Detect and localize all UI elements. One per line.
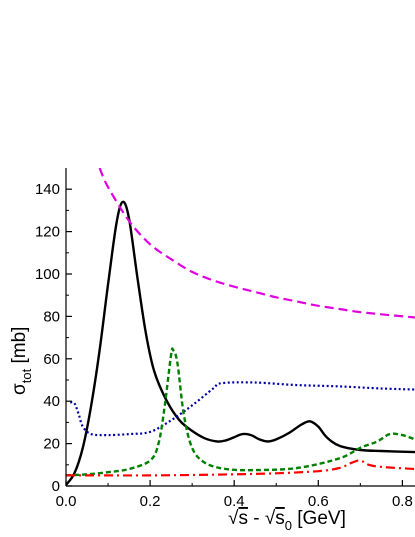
y-axis-title: σtot [mb]: [9, 327, 34, 395]
x-title-var: s: [275, 508, 285, 529]
y-title-unit: [mb]: [9, 327, 30, 369]
x-title-minus: -: [248, 508, 265, 529]
y-tick-label: 100: [35, 266, 60, 283]
x-tick-label: 0.8: [392, 493, 413, 510]
series-line-4-short-dash: [66, 347, 415, 477]
x-tick-label: 0.0: [56, 493, 77, 510]
y-tick-label: 0: [52, 478, 60, 495]
y-tick-label: 20: [43, 436, 60, 453]
series-line-2-dashed: [98, 168, 415, 319]
y-tick-label: 140: [35, 181, 60, 198]
sqrt-sign: √: [228, 508, 239, 529]
y-tick-label: 40: [43, 393, 60, 410]
x-tick-label: 0.2: [140, 493, 161, 510]
y-title-symbol: σ: [9, 383, 30, 395]
series-line-3-dotted: [70, 381, 415, 437]
x-tick-label: 0.6: [308, 493, 329, 510]
x-tick-label: 0.4: [224, 493, 245, 510]
x-title-subscript: 0: [285, 518, 292, 533]
series-line-5-dash-dot: [66, 459, 415, 477]
sqrt-sign: √: [265, 508, 276, 529]
x-title-var: s: [238, 508, 248, 529]
y-tick-label: 60: [43, 351, 60, 368]
y-tick-label: 80: [43, 308, 60, 325]
x-title-unit: [GeV]: [292, 508, 346, 529]
series-line-1-solid: [66, 200, 415, 486]
y-tick-label: 120: [35, 224, 60, 241]
y-title-subscript: tot: [19, 368, 34, 383]
x-axis-title: √s - √s0 [GeV]: [228, 508, 346, 533]
